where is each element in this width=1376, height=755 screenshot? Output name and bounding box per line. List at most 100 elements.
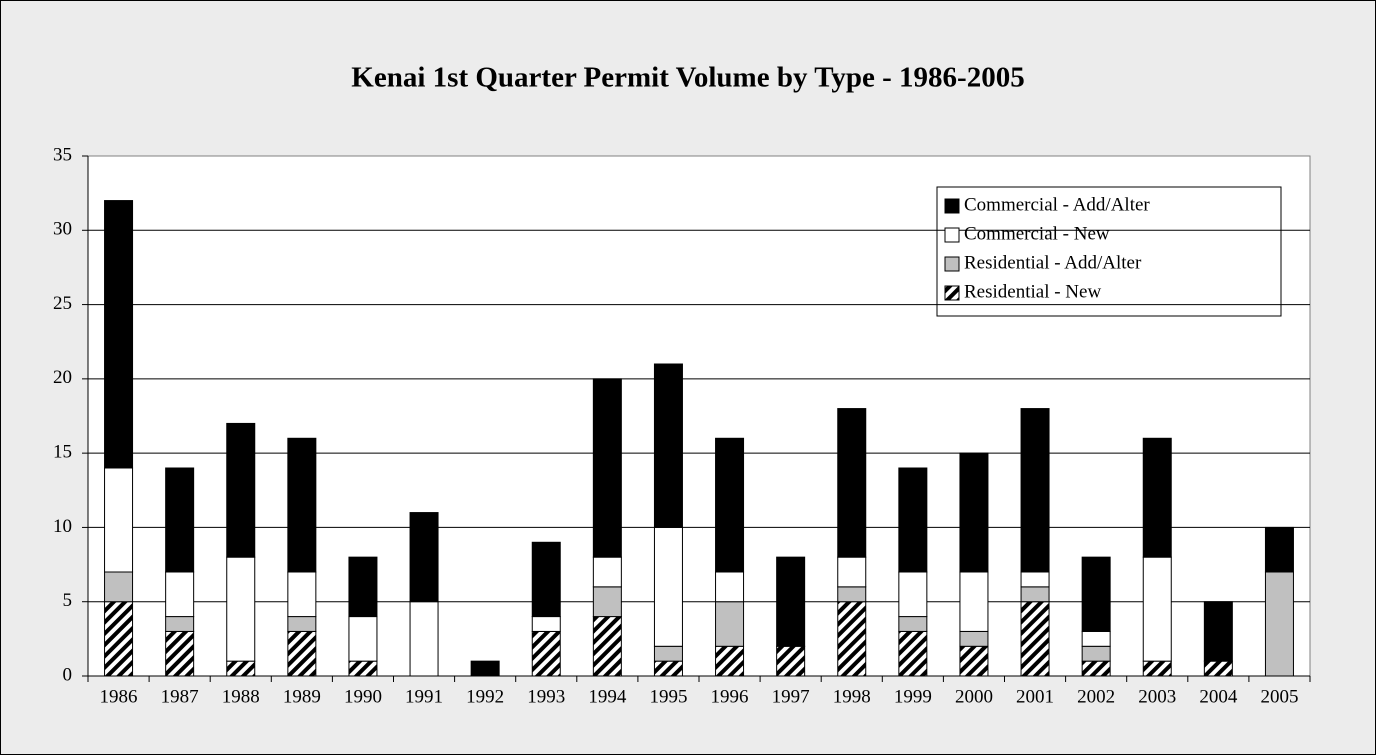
legend-label: Commercial - New (964, 223, 1110, 244)
y-tick-label: 20 (53, 367, 72, 388)
bar-segment (287, 630, 317, 677)
legend-label: Commercial - Add/Alter (964, 194, 1150, 215)
legend-label: Residential - New (964, 281, 1101, 302)
x-tick-label: 1989 (283, 686, 321, 707)
bar-segment (898, 571, 928, 618)
bar-segment (653, 363, 683, 528)
bar-segment (1142, 660, 1172, 677)
bar-segment (715, 437, 745, 573)
legend-swatch (944, 256, 960, 272)
x-tick-label: 1988 (222, 686, 260, 707)
bar-segment (898, 630, 928, 677)
bar-segment (165, 616, 195, 632)
x-tick-label: 1993 (527, 686, 565, 707)
bar-segment (348, 556, 378, 618)
bar-segment (348, 660, 378, 677)
bar-segment (165, 630, 195, 677)
bar-segment (104, 571, 134, 603)
bar-segment (653, 645, 683, 662)
x-tick-label: 2002 (1077, 686, 1115, 707)
bar-segment (1142, 437, 1172, 558)
legend-swatch (944, 285, 960, 301)
bar-segment (959, 571, 989, 632)
bar-segment (1081, 645, 1111, 662)
x-tick-label: 2004 (1199, 686, 1238, 707)
bar-segment (715, 645, 745, 677)
bar-segment (165, 467, 195, 573)
bar-segment (592, 556, 622, 588)
x-tick-label: 1991 (405, 686, 443, 707)
x-tick-label: 1990 (344, 686, 382, 707)
bar-segment (348, 616, 378, 662)
x-tick-label: 2005 (1260, 686, 1298, 707)
bar-segment (1020, 408, 1050, 573)
x-tick-label: 2000 (955, 686, 993, 707)
bar-segment (898, 467, 928, 573)
bar-segment (837, 556, 867, 588)
bar-segment (409, 601, 439, 677)
chart-title: Kenai 1st Quarter Permit Volume by Type … (351, 62, 1024, 94)
x-tick-label: 1987 (161, 686, 199, 707)
y-tick-label: 15 (53, 442, 72, 463)
x-tick-label: 1986 (100, 686, 138, 707)
bar-segment (226, 422, 256, 558)
bar-segment (531, 616, 561, 632)
bar-segment (531, 541, 561, 618)
bar-segment (959, 452, 989, 573)
bar-segment (1142, 556, 1172, 662)
bar-segment (470, 660, 500, 677)
bar-segment (1020, 571, 1050, 588)
x-tick-label: 1994 (588, 686, 627, 707)
bar-segment (287, 616, 317, 632)
bar-segment (898, 616, 928, 632)
legend (936, 186, 1282, 317)
x-tick-label: 1998 (833, 686, 871, 707)
y-tick-label: 35 (53, 144, 72, 165)
bar-segment (287, 571, 317, 618)
bar-segment (409, 512, 439, 603)
bar-segment (1020, 586, 1050, 603)
bar-segment (104, 467, 134, 573)
bar-segment (531, 630, 561, 677)
bar-segment (592, 378, 622, 558)
bar-segment (1203, 601, 1233, 662)
bar-segment (1081, 630, 1111, 647)
bar-segment (653, 660, 683, 677)
y-tick-label: 0 (63, 664, 73, 685)
bar-segment (1264, 526, 1294, 573)
x-tick-label: 1999 (894, 686, 932, 707)
x-tick-label: 1995 (649, 686, 687, 707)
bar-segment (104, 200, 134, 469)
bar-segment (592, 616, 622, 677)
x-tick-label: 1996 (711, 686, 749, 707)
x-tick-label: 1992 (466, 686, 504, 707)
bar-segment (959, 645, 989, 677)
bar-segment (715, 601, 745, 647)
legend-label: Residential - Add/Alter (964, 252, 1142, 273)
bar-segment (776, 556, 806, 647)
bar-segment (165, 571, 195, 618)
bar-segment (226, 556, 256, 662)
bar-segment (1020, 601, 1050, 677)
bar-segment (1081, 556, 1111, 632)
bar-segment (592, 586, 622, 618)
bar-segment (837, 601, 867, 677)
bar-segment (1264, 571, 1294, 677)
y-tick-label: 10 (53, 516, 72, 537)
bar-segment (104, 601, 134, 677)
x-tick-label: 2001 (1016, 686, 1054, 707)
legend-swatch (944, 227, 960, 243)
bar-segment (226, 660, 256, 677)
bar-segment (1203, 660, 1233, 677)
y-tick-label: 30 (53, 219, 72, 240)
bar-segment (287, 437, 317, 573)
bar-segment (715, 571, 745, 603)
bar-segment (776, 645, 806, 677)
bar-segment (837, 586, 867, 603)
legend-swatch (944, 198, 960, 214)
y-tick-label: 25 (53, 293, 72, 314)
bar-segment (1081, 660, 1111, 677)
x-tick-label: 2003 (1138, 686, 1176, 707)
bar-segment (959, 630, 989, 647)
x-tick-label: 1997 (772, 686, 810, 707)
